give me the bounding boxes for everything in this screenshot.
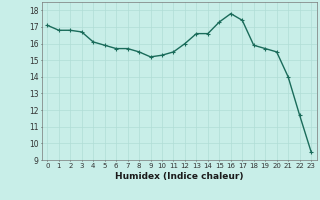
X-axis label: Humidex (Indice chaleur): Humidex (Indice chaleur) bbox=[115, 172, 244, 181]
